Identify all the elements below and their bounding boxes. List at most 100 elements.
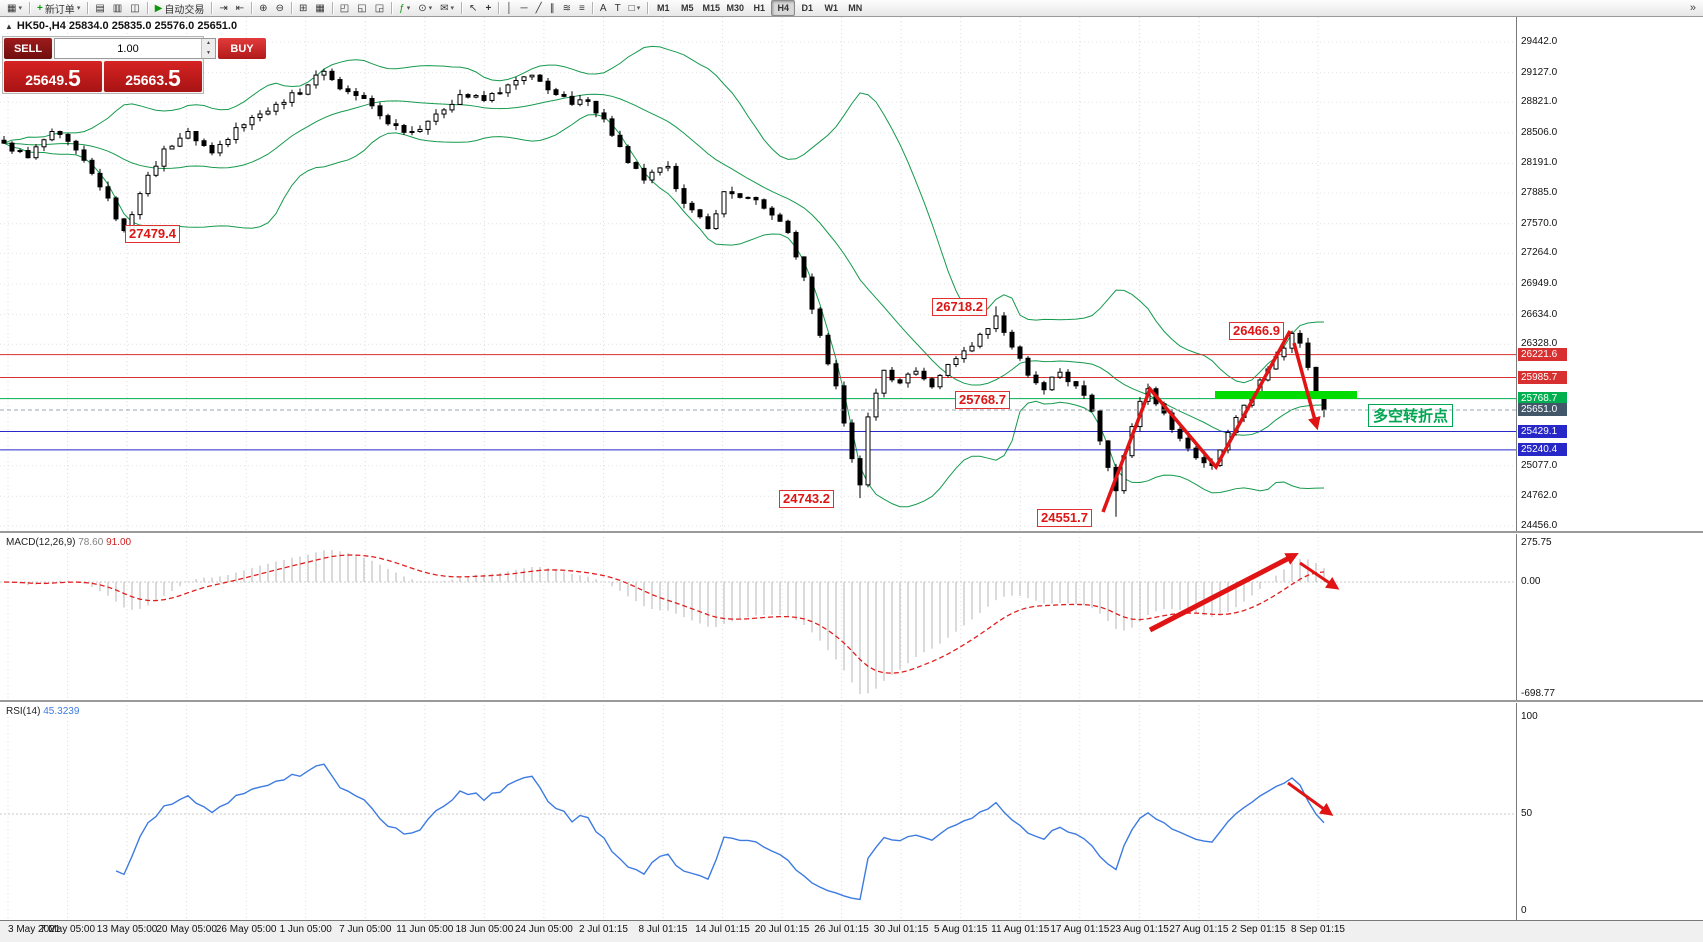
chart-type-menu-button[interactable]: ▦ ▾ (3, 0, 26, 17)
toolbar-separator (391, 2, 393, 14)
buy-price-pips: 5 (168, 65, 181, 91)
price-line-tag[interactable]: 25768.7 (1518, 392, 1567, 406)
price-callout[interactable]: 27479.4 (125, 225, 180, 243)
turning-point-note[interactable]: 多空转折点 (1368, 404, 1454, 427)
time-axis-label: 8 Sep 01:15 (1291, 924, 1345, 935)
text-button[interactable]: A (596, 0, 611, 17)
time-axis (0, 920, 1703, 942)
vertical-line-button[interactable]: │ (502, 0, 516, 17)
timeframe-m5-button[interactable]: M5 (680, 3, 694, 13)
trend-arrow[interactable] (1292, 342, 1321, 431)
collapse-icon[interactable]: ▲ (5, 22, 13, 31)
timeframe-mn-button[interactable]: MN (848, 3, 863, 13)
timeframe-d1-button[interactable]: D1 (801, 3, 813, 13)
vertical-line-icon: │ (506, 2, 513, 14)
volume-decrease-button[interactable]: ▼ (202, 48, 215, 58)
trendline-button[interactable]: ╱ (532, 0, 546, 17)
rsi-scale-label: 0 (1521, 905, 1527, 916)
price-axis-label: 24762.0 (1521, 490, 1558, 502)
volume-input[interactable] (55, 39, 201, 58)
autotrading-icon: ▶ (154, 2, 163, 14)
timeframe-w1-button[interactable]: W1 (824, 3, 838, 13)
panel-divider-rsi[interactable] (0, 700, 1703, 703)
cursor-button[interactable]: ↖ (465, 0, 481, 17)
shapes-button[interactable]: □ ▾ (625, 0, 645, 17)
grid-icon: ⊞ (298, 2, 308, 14)
price-callout[interactable]: 26718.2 (932, 298, 987, 316)
toolbar-overflow-button[interactable]: » (1689, 2, 1696, 14)
price-line-tag[interactable]: 25429.1 (1518, 425, 1567, 439)
tile-horizontal-button[interactable]: ◱ (353, 0, 370, 17)
volume-increase-button[interactable]: ▲ (202, 39, 215, 49)
price-callout[interactable]: 24551.7 (1037, 509, 1092, 527)
buy-price-main: 25663. (125, 72, 169, 88)
grid-button[interactable]: ⊞ (295, 0, 311, 17)
price-line-tag[interactable]: 25985.7 (1518, 371, 1567, 384)
trend-arrow[interactable] (1148, 553, 1299, 633)
trend-arrow[interactable] (1287, 781, 1334, 816)
chart-shift-button[interactable]: ⇥ (215, 0, 231, 17)
charts-icon: ▤ (95, 2, 105, 14)
timeframe-m30-button[interactable]: M30 (726, 3, 744, 13)
price-line-tag[interactable]: 26221.6 (1518, 348, 1567, 362)
tile-vertical-button[interactable]: ◲ (371, 0, 388, 17)
charts-button[interactable]: ▤ (91, 0, 108, 17)
new-order-button[interactable]: + 新订单 ▾ (33, 0, 84, 17)
highlight-zone[interactable] (1215, 391, 1357, 399)
tile-windows-button[interactable]: ▦ (311, 0, 328, 17)
trendline-icon: ╱ (535, 2, 542, 14)
label-button[interactable]: T (611, 0, 625, 17)
auto-scroll-icon: ⇤ (235, 2, 245, 14)
autotrading-button[interactable]: ▶ 自动交易 (151, 0, 209, 17)
time-axis-label: 26 May 05:00 (215, 924, 277, 935)
time-axis-label: 30 Jul 01:15 (873, 924, 929, 935)
price-callout[interactable]: 24743.2 (779, 490, 834, 508)
zoom-out-button[interactable]: ⊖ (272, 0, 288, 17)
chevron-down-icon: ▾ (18, 5, 22, 12)
templates-button[interactable]: ✉ ▾ (436, 0, 458, 17)
panel-divider-macd[interactable] (0, 531, 1703, 534)
buy-price-display[interactable]: 25663. 5 (104, 61, 202, 92)
profiles-icon: ▥ (112, 2, 123, 14)
zoom-in-icon: ⊕ (259, 2, 268, 14)
horizontal-line-button[interactable]: ─ (517, 0, 532, 17)
trend-zigzag[interactable] (1101, 330, 1292, 513)
periods-button[interactable]: ⊙ ▾ (414, 0, 436, 17)
time-axis-label: 1 Jun 05:00 (279, 924, 332, 935)
toolbar-separator (87, 2, 89, 14)
timeframe-h4-button[interactable]: H4 (771, 0, 796, 16)
sell-price-display[interactable]: 25649. 5 (4, 61, 102, 92)
sell-button[interactable]: SELL (4, 38, 52, 59)
crosshair-button[interactable]: + (481, 0, 495, 17)
cascade-windows-icon: ◰ (339, 2, 350, 14)
macd-value-signal: 91.00 (106, 537, 132, 548)
cycle-lines-button[interactable]: ≡ (575, 0, 589, 17)
zoom-in-button[interactable]: ⊕ (255, 0, 271, 17)
timeframe-m1-button[interactable]: M1 (656, 3, 670, 13)
macd-scale-label: -698.77 (1521, 688, 1555, 699)
price-callout[interactable]: 25768.7 (955, 391, 1010, 409)
trend-arrow[interactable] (1299, 561, 1340, 590)
price-axis-label: 27570.0 (1521, 217, 1558, 229)
macd-title: MACD(12,26,9) (6, 537, 76, 548)
indicators-button[interactable]: ƒ ▾ (395, 0, 414, 17)
horizontal-line-icon: ─ (520, 2, 528, 14)
volume-field: ▲ ▼ (54, 38, 216, 59)
channel-button[interactable]: ∥ (546, 0, 559, 17)
price-line-tag[interactable]: 25240.4 (1518, 443, 1567, 457)
timeframe-m15-button[interactable]: M15 (702, 3, 720, 13)
label-icon: T (614, 2, 621, 14)
buy-button[interactable]: BUY (218, 38, 266, 59)
sell-price-pips: 5 (68, 65, 81, 91)
data-window-button[interactable]: ◫ (126, 0, 143, 17)
cascade-windows-button[interactable]: ◰ (336, 0, 353, 17)
macd-value-main: 78.60 (78, 537, 104, 548)
fibonacci-button[interactable]: ≋ (559, 0, 575, 17)
profiles-button[interactable]: ▥ (109, 0, 126, 17)
auto-scroll-button[interactable]: ⇤ (232, 0, 248, 17)
zoom-out-icon: ⊖ (275, 2, 284, 14)
price-callout[interactable]: 26466.9 (1229, 322, 1284, 340)
timeframe-h1-button[interactable]: H1 (753, 3, 765, 13)
bollinger-upper (3, 45, 1325, 384)
